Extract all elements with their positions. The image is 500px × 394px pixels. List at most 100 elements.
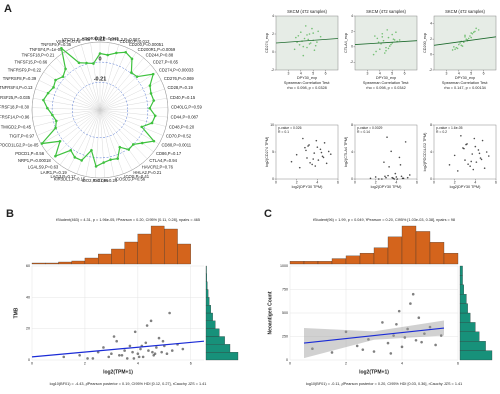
y-axis-label: Neoantigen Count: [267, 291, 273, 334]
spoke: [99, 109, 133, 171]
point: [472, 31, 475, 33]
radar-point: [116, 157, 119, 160]
axis-label: ICOS,P=0.41: [124, 174, 149, 179]
spoke: [99, 97, 168, 111]
axis-label: PDCD1,P=0.56: [15, 151, 44, 156]
plot-area: [354, 124, 418, 180]
point: [344, 330, 348, 334]
point: [387, 174, 389, 177]
y-tick-label: 4: [430, 150, 432, 154]
spoke: [85, 109, 101, 177]
spoke: [32, 107, 101, 111]
point: [454, 48, 456, 50]
point: [375, 50, 377, 53]
axis-label: KIR3DL1,P=0.15: [54, 177, 86, 182]
y-histogram-bar: [459, 275, 463, 285]
x-tick-label: 6: [495, 180, 497, 184]
x-tick-label: 6: [337, 180, 339, 184]
point: [314, 44, 317, 47]
x-histogram-bar: [443, 252, 459, 265]
point: [325, 162, 328, 165]
y-tick-label: 5: [272, 150, 274, 154]
axis-label: HAVCR2,P=0.76: [142, 165, 174, 170]
point: [132, 357, 136, 360]
y-tick-label: 2: [430, 37, 432, 41]
point: [406, 176, 409, 179]
axis-label: TNFRSF4,P=0.13: [0, 85, 33, 90]
spoke: [90, 42, 101, 111]
point: [157, 336, 161, 340]
point: [463, 147, 465, 150]
spoke: [46, 109, 101, 153]
point: [404, 141, 407, 143]
radar-point: [77, 61, 81, 65]
y-tick-label: 0: [430, 52, 432, 56]
point: [160, 350, 163, 354]
point: [355, 344, 359, 348]
annotation: p-value = 0.026: [278, 126, 302, 130]
x-histogram-bar: [98, 253, 112, 265]
point: [395, 31, 397, 33]
point: [381, 36, 384, 38]
plot-title: SKCM (472 samples): [366, 9, 406, 14]
fit-line: [354, 40, 418, 45]
y-tick-label: 0: [272, 50, 274, 54]
axis-label: CD244,P=0.88: [146, 53, 174, 58]
radar-point: [90, 148, 93, 152]
point: [302, 54, 305, 57]
plot-area: [433, 124, 497, 180]
point: [439, 334, 443, 337]
y-axis-label: CD274_exp: [265, 33, 269, 53]
x-histogram-bar: [124, 241, 138, 265]
point: [374, 176, 377, 178]
y-tick-label: 4: [351, 14, 353, 18]
radar-point: [58, 139, 62, 143]
point: [120, 354, 124, 357]
y-histogram-bar: [205, 265, 207, 274]
y-axis-label: CD200_exp: [423, 33, 427, 53]
radar-point: [102, 161, 105, 164]
point: [295, 36, 297, 39]
x-histogram-bar: [111, 248, 125, 265]
spoke: [99, 52, 137, 111]
plot-title: SKCM (472 samples): [445, 9, 485, 14]
axis-label: CD274,P=0.00033: [159, 67, 194, 72]
point: [470, 32, 473, 34]
point: [448, 164, 451, 166]
point: [417, 316, 421, 320]
x-tick-label: 6: [190, 361, 192, 365]
point: [464, 36, 466, 38]
y-histogram-bar: [205, 320, 216, 329]
point: [293, 48, 296, 51]
radar-point: [130, 57, 134, 61]
spoke: [99, 109, 167, 127]
radar-point: [40, 142, 44, 145]
radar-point: [94, 165, 98, 168]
subtitle: tStudent(96) = 1.99, p = 0.049, r̂Pearso…: [313, 217, 455, 222]
spoke: [99, 109, 124, 174]
point: [170, 349, 174, 352]
x-histogram-bar: [373, 247, 389, 265]
point: [475, 161, 478, 163]
point: [313, 152, 316, 154]
y-tick-label: 8: [430, 123, 432, 127]
note: Spearman Correlation Test:: [442, 81, 488, 85]
x-histogram-bar: [331, 258, 347, 265]
radar-point: [92, 62, 95, 65]
spoke: [35, 88, 101, 111]
point: [125, 357, 129, 360]
point: [400, 175, 403, 178]
point: [377, 41, 380, 44]
point: [381, 178, 383, 180]
point: [456, 47, 459, 50]
y-axis-label: CTLA4_exp: [344, 33, 348, 53]
point: [393, 39, 396, 41]
spoke: [38, 80, 101, 111]
radar-point: [127, 148, 131, 151]
point: [479, 157, 482, 159]
spoke: [99, 88, 165, 111]
point: [315, 139, 318, 142]
point: [465, 38, 468, 40]
point: [483, 167, 486, 169]
